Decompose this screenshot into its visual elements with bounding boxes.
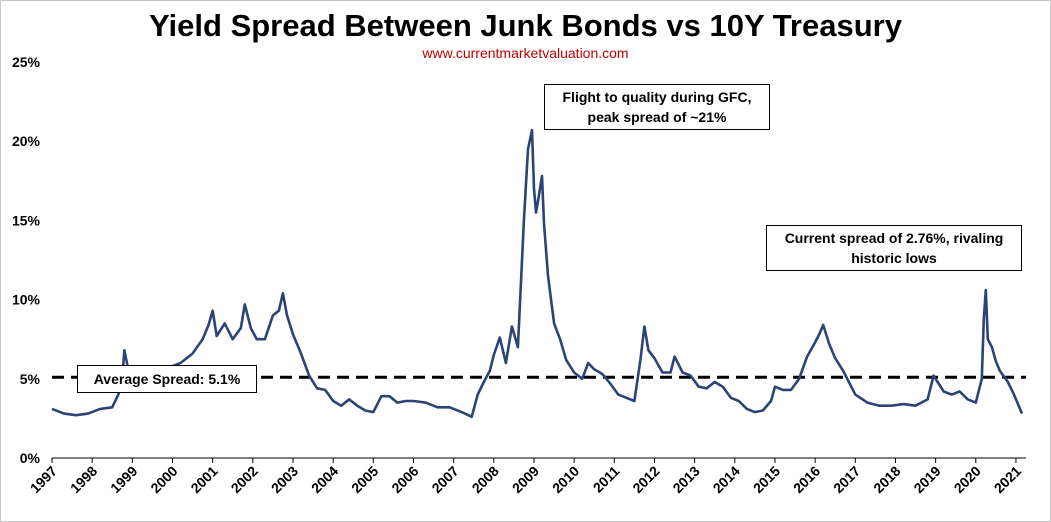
- y-tick-label: 0%: [20, 450, 41, 466]
- x-tick-label: 2008: [469, 463, 502, 496]
- y-tick-label: 25%: [12, 54, 41, 70]
- annotation-gfc-line-1: Flight to quality during GFC,: [562, 89, 752, 105]
- annotation-current-spread: Current spread of 2.76%, rivaling histor…: [766, 225, 1022, 271]
- x-tick-label: 1997: [27, 463, 60, 496]
- x-tick-label: 2002: [228, 463, 261, 496]
- y-tick-label: 20%: [12, 133, 41, 149]
- y-tick-label: 15%: [12, 212, 41, 228]
- y-tick-label: 10%: [12, 292, 41, 308]
- x-tick-label: 2001: [187, 463, 220, 496]
- x-tick-label: 2014: [710, 463, 743, 496]
- x-tick-label: 2007: [428, 463, 461, 496]
- annotation-current-line-1: Current spread of 2.76%, rivaling: [784, 230, 1004, 246]
- x-tick-label: 2006: [388, 463, 421, 496]
- y-tick-label: 5%: [20, 371, 41, 387]
- x-tick-label: 2018: [870, 463, 903, 496]
- x-tick-label: 2005: [348, 463, 381, 496]
- annotation-gfc: Flight to quality during GFC, peak sprea…: [544, 84, 770, 130]
- x-tick-label: 1999: [107, 463, 140, 496]
- x-tick-label: 2009: [509, 463, 542, 496]
- x-axis: 1997 1998 1999 2000 2001 2002 2003 2004 2005 2006…: [27, 458, 1024, 496]
- x-tick-label: 2020: [951, 463, 984, 496]
- x-tick-label: 2010: [549, 463, 582, 496]
- average-spread-label: Average Spread: 5.1%: [77, 365, 257, 393]
- x-tick-label: 2012: [629, 463, 662, 496]
- x-tick-label: 2015: [750, 463, 783, 496]
- x-tick-label: 2011: [590, 463, 623, 496]
- x-tick-label: 2021: [991, 463, 1024, 496]
- x-tick-label: 2004: [308, 463, 341, 496]
- annotation-gfc-line-2: peak spread of ~21%: [587, 109, 727, 125]
- x-tick-label: 2000: [147, 463, 180, 496]
- series-line-junk-spread: [51, 128, 1024, 419]
- x-tick-label: 2013: [669, 463, 702, 496]
- x-tick-label: 2016: [790, 463, 823, 496]
- x-tick-label: 2019: [910, 463, 943, 496]
- x-tick-label: 1998: [67, 463, 100, 496]
- x-tick-label: 2017: [830, 463, 863, 496]
- chart-title: Yield Spread Between Junk Bonds vs 10Y T…: [149, 8, 902, 43]
- x-tick-label: 2003: [268, 463, 301, 496]
- annotation-current-line-2: historic lows: [851, 250, 937, 266]
- chart-subtitle: www.currentmarketvaluation.com: [422, 45, 629, 61]
- y-axis: 0% 5% 10% 15% 20% 25%: [12, 54, 41, 466]
